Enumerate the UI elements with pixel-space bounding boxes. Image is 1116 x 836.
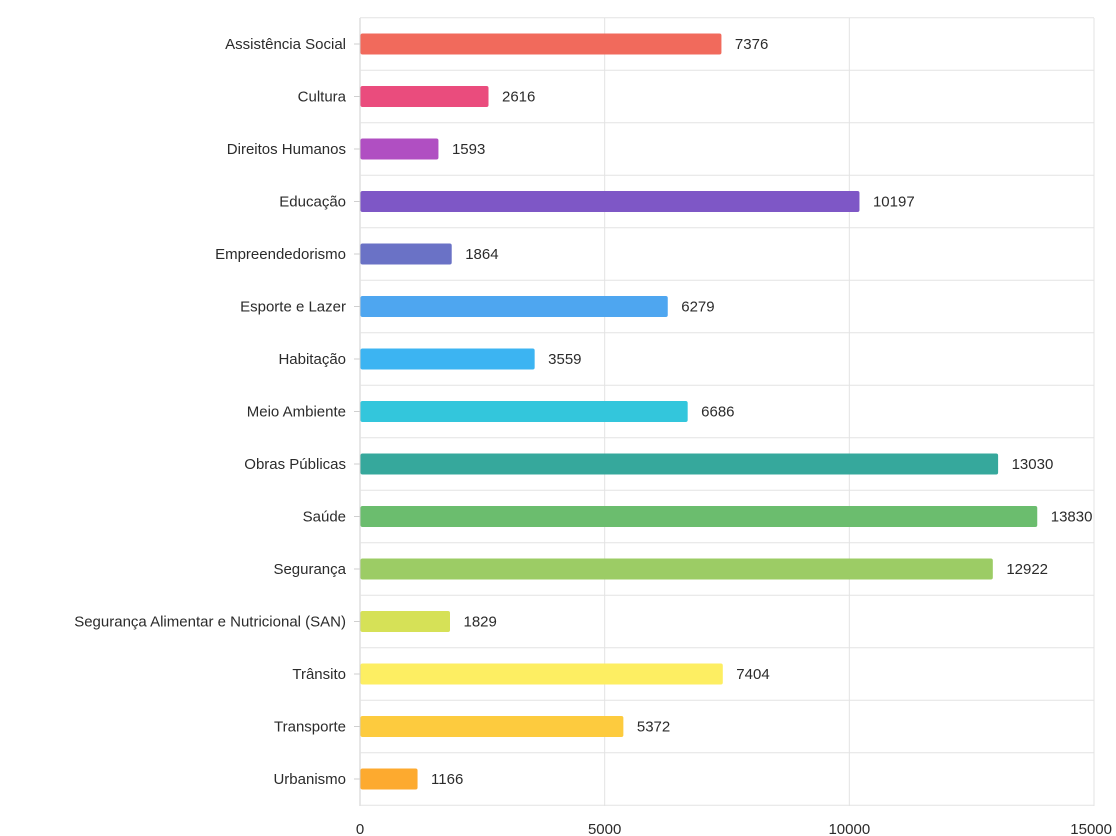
value-label: 6279: [681, 299, 714, 316]
bars: [360, 33, 1038, 790]
bar: [360, 506, 1038, 527]
bar: [360, 348, 535, 370]
category-label: Meio Ambiente: [247, 404, 346, 421]
value-label: 1166: [431, 771, 463, 788]
category-label: Educação: [279, 194, 346, 211]
category-label: Assistência Social: [225, 36, 346, 53]
value-label: 7376: [735, 36, 768, 53]
category-label: Segurança: [273, 561, 346, 578]
bar: [360, 191, 860, 212]
value-label: 1593: [452, 141, 485, 158]
value-label: 13830: [1051, 509, 1093, 526]
bar: [360, 138, 439, 160]
value-label: 13030: [1012, 456, 1054, 473]
value-label: 12922: [1006, 561, 1048, 578]
value-label: 2616: [502, 89, 535, 106]
x-tick-label: 5000: [588, 821, 621, 836]
grid: [354, 17, 1095, 806]
category-label: Habitação: [278, 351, 346, 368]
category-label: Urbanismo: [273, 771, 346, 788]
bar: [360, 86, 489, 107]
bar: [360, 768, 418, 790]
value-label: 3559: [548, 351, 581, 368]
value-label: 5372: [637, 719, 670, 736]
value-label: 1829: [463, 614, 496, 631]
category-label: Saúde: [303, 509, 346, 526]
bar: [360, 401, 688, 422]
value-label: 6686: [701, 404, 734, 421]
value-label: 10197: [873, 194, 915, 211]
x-tick-label: 0: [356, 821, 364, 836]
category-labels: Assistência Social Cultura Direitos Humano…: [74, 36, 346, 788]
bar: [360, 33, 722, 55]
bar: [360, 663, 723, 685]
category-label: Empreendedorismo: [215, 246, 346, 263]
x-tick-label: 15000: [1070, 821, 1112, 836]
category-label: Obras Públicas: [244, 456, 346, 473]
value-label: 7404: [736, 666, 769, 683]
bar: [360, 296, 668, 317]
bar: [360, 558, 993, 580]
category-label: Direitos Humanos: [227, 141, 346, 158]
category-label: Esporte e Lazer: [240, 299, 346, 316]
bar: [360, 716, 624, 737]
category-label: Segurança Alimentar e Nutricional (SAN): [74, 614, 346, 631]
value-label: 1864: [465, 246, 498, 263]
category-label: Transporte: [274, 719, 346, 736]
x-axis-ticks: 0 5000 10000 15000: [356, 821, 1112, 836]
x-tick-label: 10000: [828, 821, 870, 836]
value-labels: 7376 2616 1593 10197 1864 6279 3559 6686 13030 13…: [431, 36, 1092, 788]
bar: [360, 453, 999, 475]
bar: [360, 611, 450, 632]
category-label: Trânsito: [292, 666, 346, 683]
category-label: Cultura: [298, 89, 347, 106]
bar: [360, 243, 452, 265]
